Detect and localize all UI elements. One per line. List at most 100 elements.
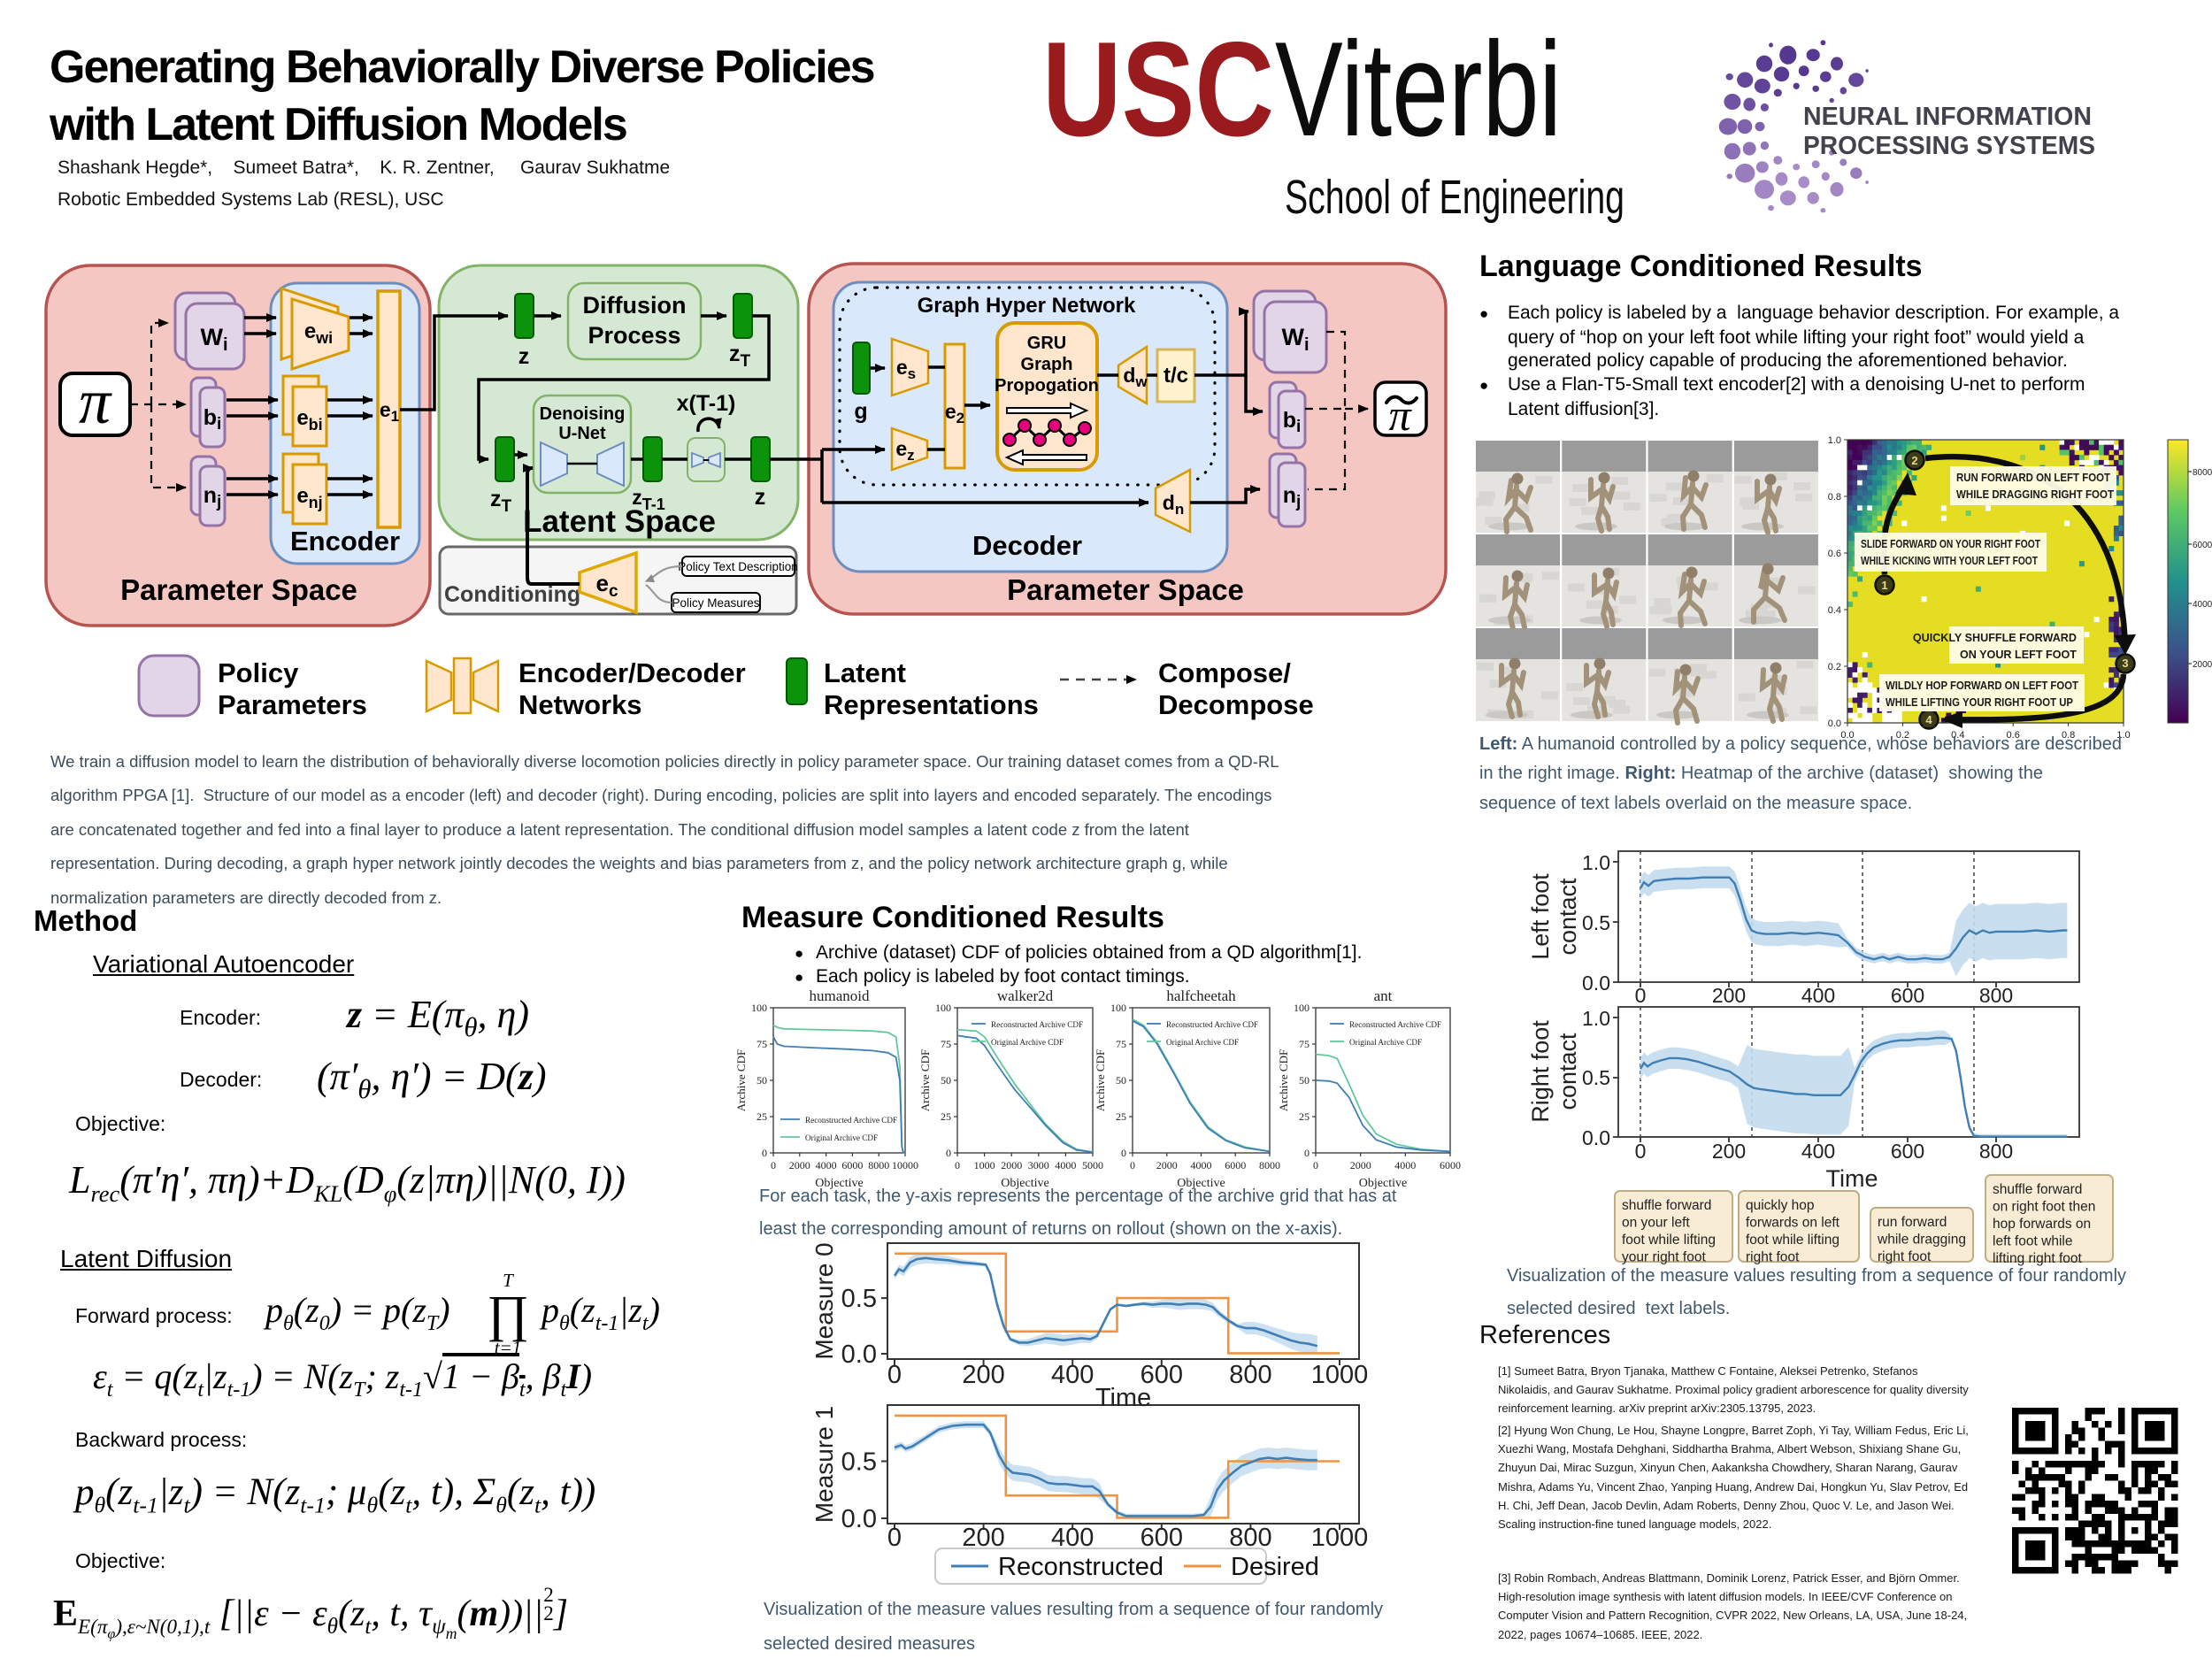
- svg-text:6000: 6000: [2193, 541, 2212, 550]
- svg-text:0: 0: [1635, 984, 1647, 1007]
- svg-text:z: z: [518, 344, 530, 369]
- svg-text:0: 0: [1304, 1147, 1310, 1159]
- svg-text:x(T-1): x(T-1): [677, 391, 736, 416]
- svg-text:200: 200: [962, 1524, 1004, 1552]
- svg-text:dw: dw: [1123, 364, 1148, 390]
- svg-text:Original Archive CDF: Original Archive CDF: [1349, 1038, 1422, 1047]
- svg-text:Encoder: Encoder: [290, 526, 400, 557]
- svg-text:25: 25: [941, 1110, 951, 1123]
- svg-text:1000: 1000: [974, 1159, 995, 1171]
- svg-text:shuffle forward: shuffle forward: [1622, 1198, 1711, 1213]
- svg-text:dn: dn: [1163, 491, 1184, 518]
- svg-text:WHILE KICKING WITH YOUR LEFT F: WHILE KICKING WITH YOUR LEFT FOOT: [1861, 555, 2038, 567]
- svg-text:WHILE LIFTING YOUR RIGHT FOOT: WHILE LIFTING YOUR RIGHT FOOT UP: [1886, 696, 2073, 709]
- svg-text:1.0: 1.0: [1582, 851, 1610, 874]
- svg-text:Encoder/Decoder: Encoder/Decoder: [518, 657, 746, 688]
- svg-text:hop forwards on: hop forwards on: [1993, 1217, 2091, 1232]
- svg-text:200: 200: [1712, 984, 1746, 1007]
- svg-text:8000: 8000: [1259, 1159, 1280, 1171]
- svg-text:0.0: 0.0: [841, 1340, 877, 1369]
- svg-text:0.5: 0.5: [841, 1285, 877, 1313]
- svg-text:0: 0: [1635, 1140, 1647, 1163]
- svg-text:8000: 8000: [868, 1159, 889, 1171]
- svg-text:0.0: 0.0: [1840, 730, 1854, 741]
- svg-text:Propogation: Propogation: [995, 376, 1099, 396]
- svg-text:GRU: GRU: [1027, 334, 1066, 353]
- svg-text:8000: 8000: [2193, 468, 2212, 478]
- svg-text:4000: 4000: [1191, 1159, 1212, 1171]
- svg-text:0: 0: [1313, 1159, 1318, 1171]
- svg-text:Measure 1: Measure 1: [810, 1406, 838, 1523]
- svg-text:zT: zT: [729, 342, 751, 371]
- svg-text:800: 800: [1229, 1361, 1271, 1389]
- svg-text:100: 100: [1294, 1002, 1310, 1014]
- svg-text:foot while lifting: foot while lifting: [1622, 1233, 1716, 1248]
- svg-text:400: 400: [1051, 1361, 1094, 1389]
- svg-text:200: 200: [1712, 1140, 1746, 1163]
- svg-text:lifting right foot: lifting right foot: [1993, 1251, 2082, 1266]
- svg-text:Networks: Networks: [518, 689, 642, 720]
- svg-text:Graph Hyper Network: Graph Hyper Network: [918, 294, 1136, 318]
- svg-text:0: 0: [946, 1147, 951, 1159]
- svg-text:Reconstructed Archive CDF: Reconstructed Archive CDF: [1166, 1020, 1258, 1029]
- svg-text:75: 75: [941, 1038, 951, 1050]
- svg-text:Policy Measures: Policy Measures: [672, 596, 759, 610]
- svg-text:Time: Time: [1095, 1384, 1151, 1412]
- svg-text:Viterbi: Viterbi: [1275, 18, 1562, 165]
- svg-text:2000: 2000: [789, 1159, 810, 1171]
- svg-text:50: 50: [757, 1074, 767, 1087]
- svg-text:π: π: [79, 366, 112, 437]
- svg-text:WHILE DRAGGING RIGHT FOOT: WHILE DRAGGING RIGHT FOOT: [1956, 488, 2114, 501]
- svg-text:100: 100: [935, 1002, 951, 1014]
- svg-text:1: 1: [1881, 579, 1887, 592]
- svg-text:Objective: Objective: [815, 1177, 863, 1190]
- svg-text:4000: 4000: [816, 1159, 837, 1171]
- svg-text:walker2d: walker2d: [997, 987, 1054, 1004]
- svg-text:Denoising: Denoising: [540, 404, 626, 424]
- svg-text:USC: USC: [1042, 18, 1274, 165]
- svg-text:6000: 6000: [841, 1159, 863, 1171]
- svg-text:Parameter Space: Parameter Space: [120, 573, 357, 606]
- svg-text:SLIDE FORWARD ON YOUR RIGHT FO: SLIDE FORWARD ON YOUR RIGHT FOOT: [1861, 538, 2040, 550]
- svg-text:Latent Space: Latent Space: [523, 504, 716, 539]
- svg-text:2000: 2000: [1001, 1159, 1022, 1171]
- svg-text:600: 600: [1891, 1140, 1924, 1163]
- svg-text:4000: 4000: [1055, 1159, 1076, 1171]
- svg-text:0.6: 0.6: [1828, 549, 1841, 559]
- svg-text:0.4: 0.4: [1828, 605, 1841, 616]
- svg-text:your right foot: your right foot: [1622, 1250, 1706, 1265]
- svg-text:600: 600: [1891, 984, 1924, 1007]
- svg-text:25: 25: [1299, 1110, 1310, 1123]
- svg-text:0.6: 0.6: [2007, 730, 2020, 741]
- svg-text:0: 0: [887, 1524, 902, 1552]
- svg-text:200: 200: [962, 1361, 1004, 1389]
- svg-text:School of Engineering: School of Engineering: [1285, 171, 1624, 224]
- svg-text:400: 400: [1801, 984, 1835, 1007]
- svg-text:z: z: [755, 485, 766, 510]
- svg-text:contact: contact: [1555, 878, 1581, 956]
- svg-text:800: 800: [1229, 1524, 1271, 1552]
- svg-text:Archive CDF: Archive CDF: [1277, 1049, 1290, 1111]
- svg-text:Archive CDF: Archive CDF: [734, 1049, 748, 1111]
- svg-text:Compose/: Compose/: [1158, 657, 1291, 688]
- svg-text:Time: Time: [1826, 1165, 1878, 1192]
- svg-text:2000: 2000: [1156, 1159, 1178, 1171]
- svg-text:left foot while: left foot while: [1993, 1234, 2072, 1249]
- svg-text:NEURAL INFORMATION: NEURAL INFORMATION: [1803, 103, 2092, 131]
- svg-text:Original Archive CDF: Original Archive CDF: [805, 1133, 878, 1142]
- svg-text:100: 100: [751, 1002, 767, 1014]
- svg-text:5000: 5000: [1082, 1159, 1103, 1171]
- svg-text:0.5: 0.5: [841, 1448, 877, 1477]
- svg-text:75: 75: [1116, 1038, 1126, 1050]
- svg-text:Diffusion: Diffusion: [583, 292, 687, 319]
- svg-text:0: 0: [1121, 1147, 1126, 1159]
- svg-text:Latent: Latent: [824, 657, 906, 688]
- svg-text:2000: 2000: [2193, 660, 2212, 670]
- svg-text:Original Archive CDF: Original Archive CDF: [1166, 1038, 1239, 1047]
- svg-text:g: g: [854, 399, 867, 424]
- svg-text:25: 25: [757, 1110, 767, 1123]
- svg-text:QUICKLY SHUFFLE FORWARD: QUICKLY SHUFFLE FORWARD: [1913, 632, 2077, 644]
- svg-text:100: 100: [1110, 1002, 1126, 1014]
- svg-text:400: 400: [1801, 1140, 1835, 1163]
- svg-text:1000: 1000: [1311, 1361, 1369, 1389]
